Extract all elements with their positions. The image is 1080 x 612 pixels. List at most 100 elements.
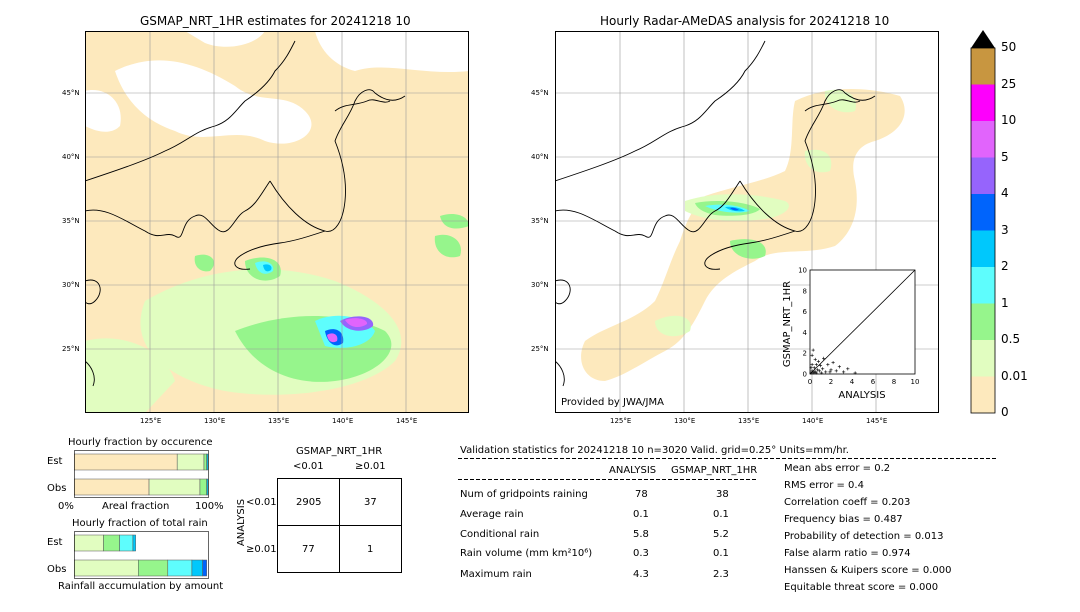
scatter-xtick-label: 2: [829, 378, 833, 386]
left-lat-25: 25°N: [62, 345, 80, 353]
colorbar-level-label: 50: [1001, 40, 1017, 54]
score-pod: Probability of detection = 0.013: [784, 531, 944, 542]
colorbar-segment: [971, 303, 995, 340]
scatter-point: [824, 370, 828, 374]
contingency-cell-10: 77: [302, 544, 315, 555]
scatter-point: [810, 363, 814, 367]
scatter-point: [814, 363, 818, 367]
contingency-cell-00: 2905: [296, 497, 322, 508]
total-rain-x-center: Rainfall accumulation by amount: [58, 581, 224, 592]
occurrence-x-left: 0%: [58, 501, 74, 512]
right-lon-145: 145°E: [866, 417, 888, 425]
left-lat-45: 45°N: [62, 89, 80, 97]
total-rain-obs-label: Obs: [47, 564, 67, 575]
stacked-bar-segment: [191, 559, 203, 577]
left-lon-135: 135°E: [268, 417, 290, 425]
colorbar-level-label: 1: [1001, 295, 1009, 310]
scatter-point: [815, 368, 819, 372]
left-lat-40: 40°N: [62, 153, 80, 161]
total-rain-chart: [74, 531, 209, 579]
scatter-ytick-label: 6: [803, 308, 808, 316]
right-lon-125: 125°E: [610, 417, 632, 425]
scatter-xtick-label: 8: [892, 378, 896, 386]
stacked-bar-segment: [74, 453, 178, 471]
right-lat-30: 30°N: [531, 281, 549, 289]
colorbar-segments: [971, 48, 995, 413]
colorbar-segment: [971, 376, 995, 413]
validation-row-label: Maximum rain: [460, 569, 532, 580]
score-correlation: Correlation coeff = 0.203: [784, 497, 911, 508]
stacked-bar-segment: [203, 453, 207, 471]
right-lon-135: 135°E: [738, 417, 760, 425]
validation-row-label: Rain volume (mm km²10⁶): [460, 548, 593, 559]
colorbar: [970, 30, 996, 414]
colorbar-level-label: 25: [1001, 76, 1017, 91]
validation-col-gsmap: GSMAP_NRT_1HR: [671, 465, 758, 476]
stacked-bar-segment: [206, 478, 209, 496]
scatter-xlabel: ANALYSIS: [838, 390, 885, 401]
stacked-bar-segment: [202, 559, 207, 577]
right-lon-140: 140°E: [802, 417, 824, 425]
right-lat-25: 25°N: [531, 345, 549, 353]
colorbar-level-label: 0.01: [1001, 368, 1028, 383]
scatter-points: [809, 348, 857, 375]
colorbar-segment: [971, 121, 995, 158]
stacked-bar-segment: [103, 534, 120, 552]
scatter-point: [814, 371, 818, 375]
scatter-xticks: 0 2 4 6 8 10: [808, 378, 920, 386]
contingency-col-label-2: ≥0.01: [355, 461, 386, 472]
scatter-point: [837, 365, 841, 369]
stacked-bar-segment: [199, 478, 207, 496]
score-hk: Hanssen & Kuipers score = 0.000: [784, 565, 952, 576]
left-map-title: GSMAP_NRT_1HR estimates for 20241218 10: [140, 14, 411, 28]
validation-row-gsmap: 5.2: [713, 529, 729, 540]
occurrence-chart-title: Hourly fraction by occurence: [68, 437, 213, 448]
scatter-point: [811, 348, 815, 352]
score-far: False alarm ratio = 0.974: [784, 548, 911, 559]
occurrence-est-label: Est: [47, 456, 63, 467]
scatter-point: [809, 366, 813, 370]
stacked-bar-segment: [206, 453, 209, 471]
scatter-point: [817, 369, 822, 373]
contingency-title: GSMAP_NRT_1HR: [296, 446, 383, 457]
left-lon-145: 145°E: [396, 417, 418, 425]
scatter-point: [846, 367, 850, 371]
validation-row-gsmap: 38: [716, 489, 729, 500]
colorbar-level-label: 4: [1001, 186, 1009, 200]
scatter-point: [834, 369, 838, 373]
validation-row-analysis: 4.3: [633, 569, 649, 580]
left-lon-140: 140°E: [332, 417, 354, 425]
colorbar-segment: [971, 84, 995, 121]
left-lon-125: 125°E: [140, 417, 162, 425]
colorbar-extend-arrow: [971, 30, 995, 48]
colorbar-segment: [971, 157, 995, 194]
validation-row-label: Conditional rain: [460, 529, 540, 540]
colorbar-segment: [971, 48, 995, 85]
occurrence-x-right: 100%: [195, 501, 224, 512]
scatter-point: [853, 371, 857, 375]
validation-row-label: Average rain: [460, 509, 524, 520]
left-lat-35: 35°N: [62, 217, 80, 225]
scatter-point: [821, 367, 825, 371]
contingency-col-label-1: <0.01: [293, 461, 324, 472]
right-map-credit: Provided by JWA/JMA: [561, 397, 664, 408]
colorbar-level-label: 2: [1001, 259, 1009, 273]
scatter-point: [812, 370, 816, 374]
scatter-yticks: 0 2 4 6 8 10: [798, 267, 807, 379]
scatter-point: [816, 359, 820, 364]
total-rain-est-label: Est: [47, 537, 63, 548]
scatter-point: [810, 353, 814, 357]
validation-row-analysis: 78: [635, 489, 648, 500]
scatter-xtick-label: 10: [911, 378, 920, 386]
validation-header-divider: [458, 458, 996, 459]
stacked-bar-segment: [119, 534, 134, 552]
scatter-point: [812, 366, 816, 370]
scatter-point: [826, 363, 830, 367]
scatter-ytick-label: 2: [803, 350, 807, 358]
score-mean-abs-error: Mean abs error = 0.2: [784, 463, 891, 474]
score-frequency-bias: Frequency bias = 0.487: [784, 514, 903, 525]
contingency-row-label-1: <0.01: [246, 497, 277, 508]
validation-row-analysis: 0.3: [633, 548, 649, 559]
scatter-diagonal: [809, 269, 916, 375]
stacked-bar-segment: [74, 534, 104, 552]
